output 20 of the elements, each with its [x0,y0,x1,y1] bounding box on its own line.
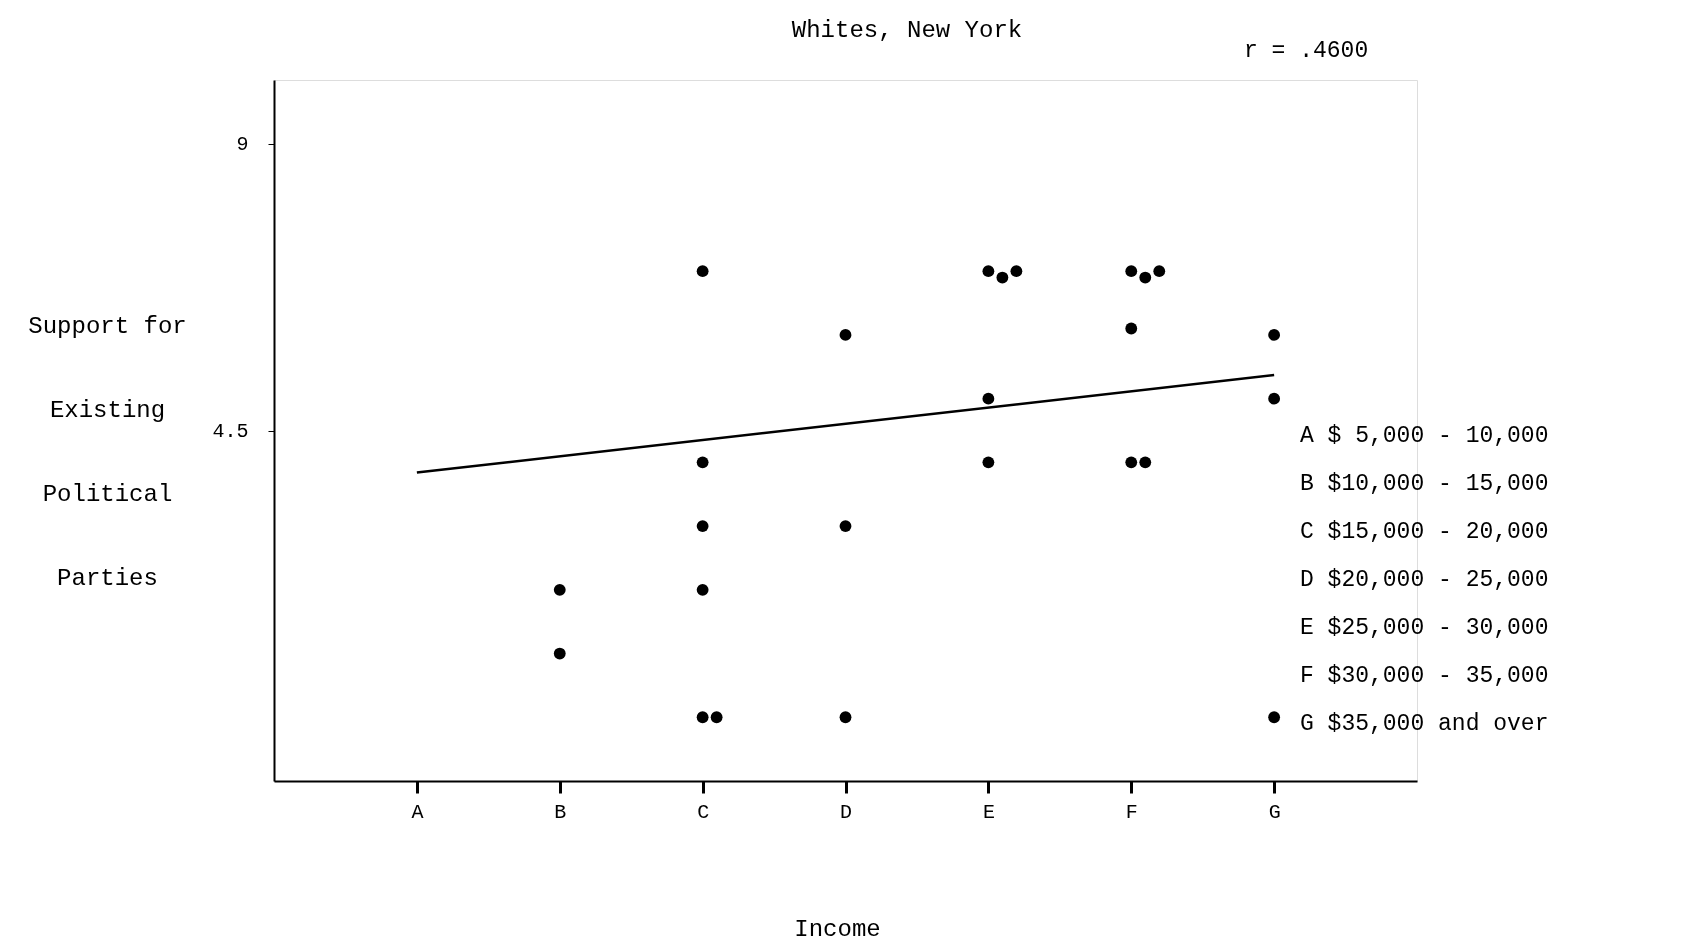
annotation: D $20,000 - 25,000 [1300,567,1549,593]
annotation: F $30,000 - 35,000 [1300,663,1549,689]
annotation: G $35,000 and over [1300,711,1549,737]
annotation: A $ 5,000 - 10,000 [1300,423,1549,449]
x-tick-label: B [554,800,567,824]
x-tick-label: F [1125,800,1138,824]
text: Support for Existing Political Parties [28,312,187,592]
y-tick-label: 4.5 [212,420,249,443]
chart-title: Whites, New York [791,17,1023,44]
x-tick-label: C [697,800,710,824]
x-tick-label: E [982,800,995,824]
annotation: C $15,000 - 20,000 [1300,519,1549,545]
x-tick-label: G [1268,800,1281,824]
x-tick-label: D [839,800,853,824]
annotation: E $25,000 - 30,000 [1300,615,1549,641]
text: r = .4600 [1244,38,1369,64]
x-tick-label: A [411,800,424,824]
x-axis-title: Income [794,915,881,937]
annotation: B $10,000 - 15,000 [1300,471,1549,497]
y-tick-label: 9 [236,133,249,157]
